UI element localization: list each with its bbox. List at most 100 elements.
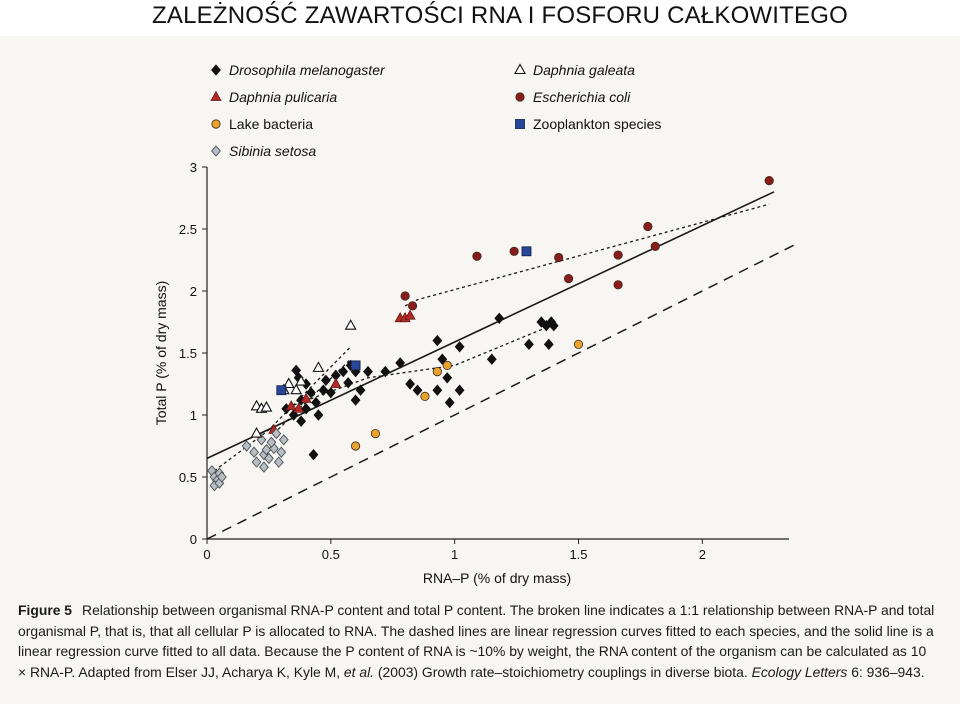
point-daphnia-galeata [290,383,303,395]
point-escherichia-coli [613,250,623,260]
point-sibinia-setosa [259,461,269,473]
point-drosophila-melanogaster [343,377,354,389]
point-drosophila-melanogaster [301,403,311,415]
y-tick-label: 1.5 [179,346,197,361]
point-drosophila-melanogaster [311,396,321,409]
point-daphnia-galeata [312,361,325,372]
point-escherichia-coli [643,221,653,232]
point-daphnia-galeata [260,400,273,412]
y-tick-label: 3 [190,160,197,175]
x-axis-label: RNA–P (% of dry mass) [423,570,571,586]
point-drosophila-melanogaster [296,415,307,427]
point-daphnia-galeata [295,374,308,386]
point-daphnia-pulicaria [285,400,297,411]
point-lake-bacteria [350,441,361,451]
x-tick-label: 0.5 [322,547,340,562]
point-escherichia-coli [554,252,564,263]
legend-marker-daphnia-galeata [514,63,526,75]
axes: 0 0.5 1 1.5 2 0 0.5 1 1.5 2 2.5 3 [179,160,789,562]
line-overall-regression [206,191,775,460]
point-escherichia-coli [472,251,482,261]
point-drosophila-melanogaster [306,386,316,399]
point-sibinia-setosa [271,427,282,440]
legend: Drosophila melanogaster Daphnia pulicaria… [210,62,661,159]
point-lake-bacteria [442,360,452,370]
point-drosophila-melanogaster [380,365,391,378]
y-tick-label: 2 [190,284,197,299]
point-drosophila-melanogaster [338,365,349,378]
point-sibinia-setosa [278,434,289,446]
point-drosophila-melanogaster [395,357,406,369]
point-drosophila-melanogaster [355,384,366,396]
point-drosophila-melanogaster [437,353,448,365]
point-daphnia-galeata [282,377,295,389]
point-escherichia-coli [764,176,774,186]
point-daphnia-pulicaria [293,402,305,413]
caption-journal: Ecology Letters [751,663,848,680]
point-drosophila-melanogaster [454,384,465,396]
point-drosophila-melanogaster [412,384,423,396]
slide-title: ZALEŻNOŚĆ ZAWARTOŚCI RNA I FOSFORU CAŁKO… [152,2,848,29]
point-sibinia-setosa [266,436,277,448]
point-drosophila-melanogaster [442,372,453,384]
point-lake-bacteria [573,339,584,349]
point-sibinia-setosa [216,471,227,483]
legend-label-daphnia-galeata: Daphnia galeata [533,62,635,78]
point-sibinia-setosa [241,440,252,452]
point-drosophila-melanogaster [350,394,361,406]
point-sibinia-setosa [276,446,287,458]
point-lake-bacteria [370,428,381,439]
legend-marker-daphnia-pulicaria [210,90,222,101]
point-drosophila-melanogaster [405,378,415,390]
legend-marker-drosophila-melanogaster [211,64,221,76]
y-tick-label: 0 [190,532,197,547]
point-drosophila-melanogaster [494,312,505,324]
point-drosophila-melanogaster [486,353,497,365]
point-drosophila-melanogaster [548,320,559,332]
data-points [207,176,774,492]
line-regression-sibinia-galeata [214,346,352,472]
legend-marker-sibinia-setosa [211,145,221,157]
point-drosophila-melanogaster [432,334,443,347]
point-drosophila-melanogaster [325,386,336,399]
point-daphnia-pulicaria [330,377,342,388]
line-one-to-one [206,244,795,540]
point-daphnia-pulicaria [404,309,416,320]
y-tick-label: 2.5 [179,222,197,237]
point-drosophila-melanogaster [363,365,373,378]
point-drosophila-melanogaster [313,409,324,421]
point-escherichia-coli [407,301,418,311]
point-escherichia-coli [650,241,660,251]
point-drosophila-melanogaster [454,341,465,353]
legend-label-sibinia-setosa: Sibinia setosa [229,143,316,159]
legend-label-drosophila-melanogaster: Drosophila melanogaster [229,62,386,78]
point-daphnia-galeata [250,426,263,438]
point-drosophila-melanogaster [432,384,443,396]
legend-marker-escherichia-coli [515,92,525,102]
y-axis-label: Total P (% of dry mass) [153,281,169,425]
caption-citation: (2003) Growth rate–stoichiometry couplin… [374,663,752,680]
caption-volume-pages: 6: 936–943. [847,663,925,680]
point-drosophila-melanogaster [318,384,329,396]
scanned-figure-background [0,36,960,704]
point-daphnia-galeata [344,319,357,330]
point-drosophila-melanogaster [524,338,534,351]
point-escherichia-coli [563,273,574,284]
legend-label-escherichia-coli: Escherichia coli [533,89,631,105]
legend-marker-lake-bacteria [211,119,221,129]
point-escherichia-coli [509,246,519,256]
point-drosophila-melanogaster [444,396,455,409]
figure-label: Figure 5 [18,602,73,618]
x-tick-label: 1 [451,547,458,562]
point-sibinia-setosa [261,444,272,456]
point-sibinia-setosa [251,456,262,468]
line-regression-drosophila [293,323,554,406]
y-tick-label: 1 [190,408,197,423]
scatter-chart: Drosophila melanogaster Daphnia pulicaria… [153,62,795,586]
line-regression-ecoli [404,203,770,307]
legend-marker-zooplankton-species [515,119,525,129]
point-drosophila-melanogaster [320,374,331,386]
x-tick-label: 2 [699,547,706,562]
legend-label-zooplankton-species: Zooplankton species [533,116,661,132]
point-sibinia-setosa [249,446,259,458]
